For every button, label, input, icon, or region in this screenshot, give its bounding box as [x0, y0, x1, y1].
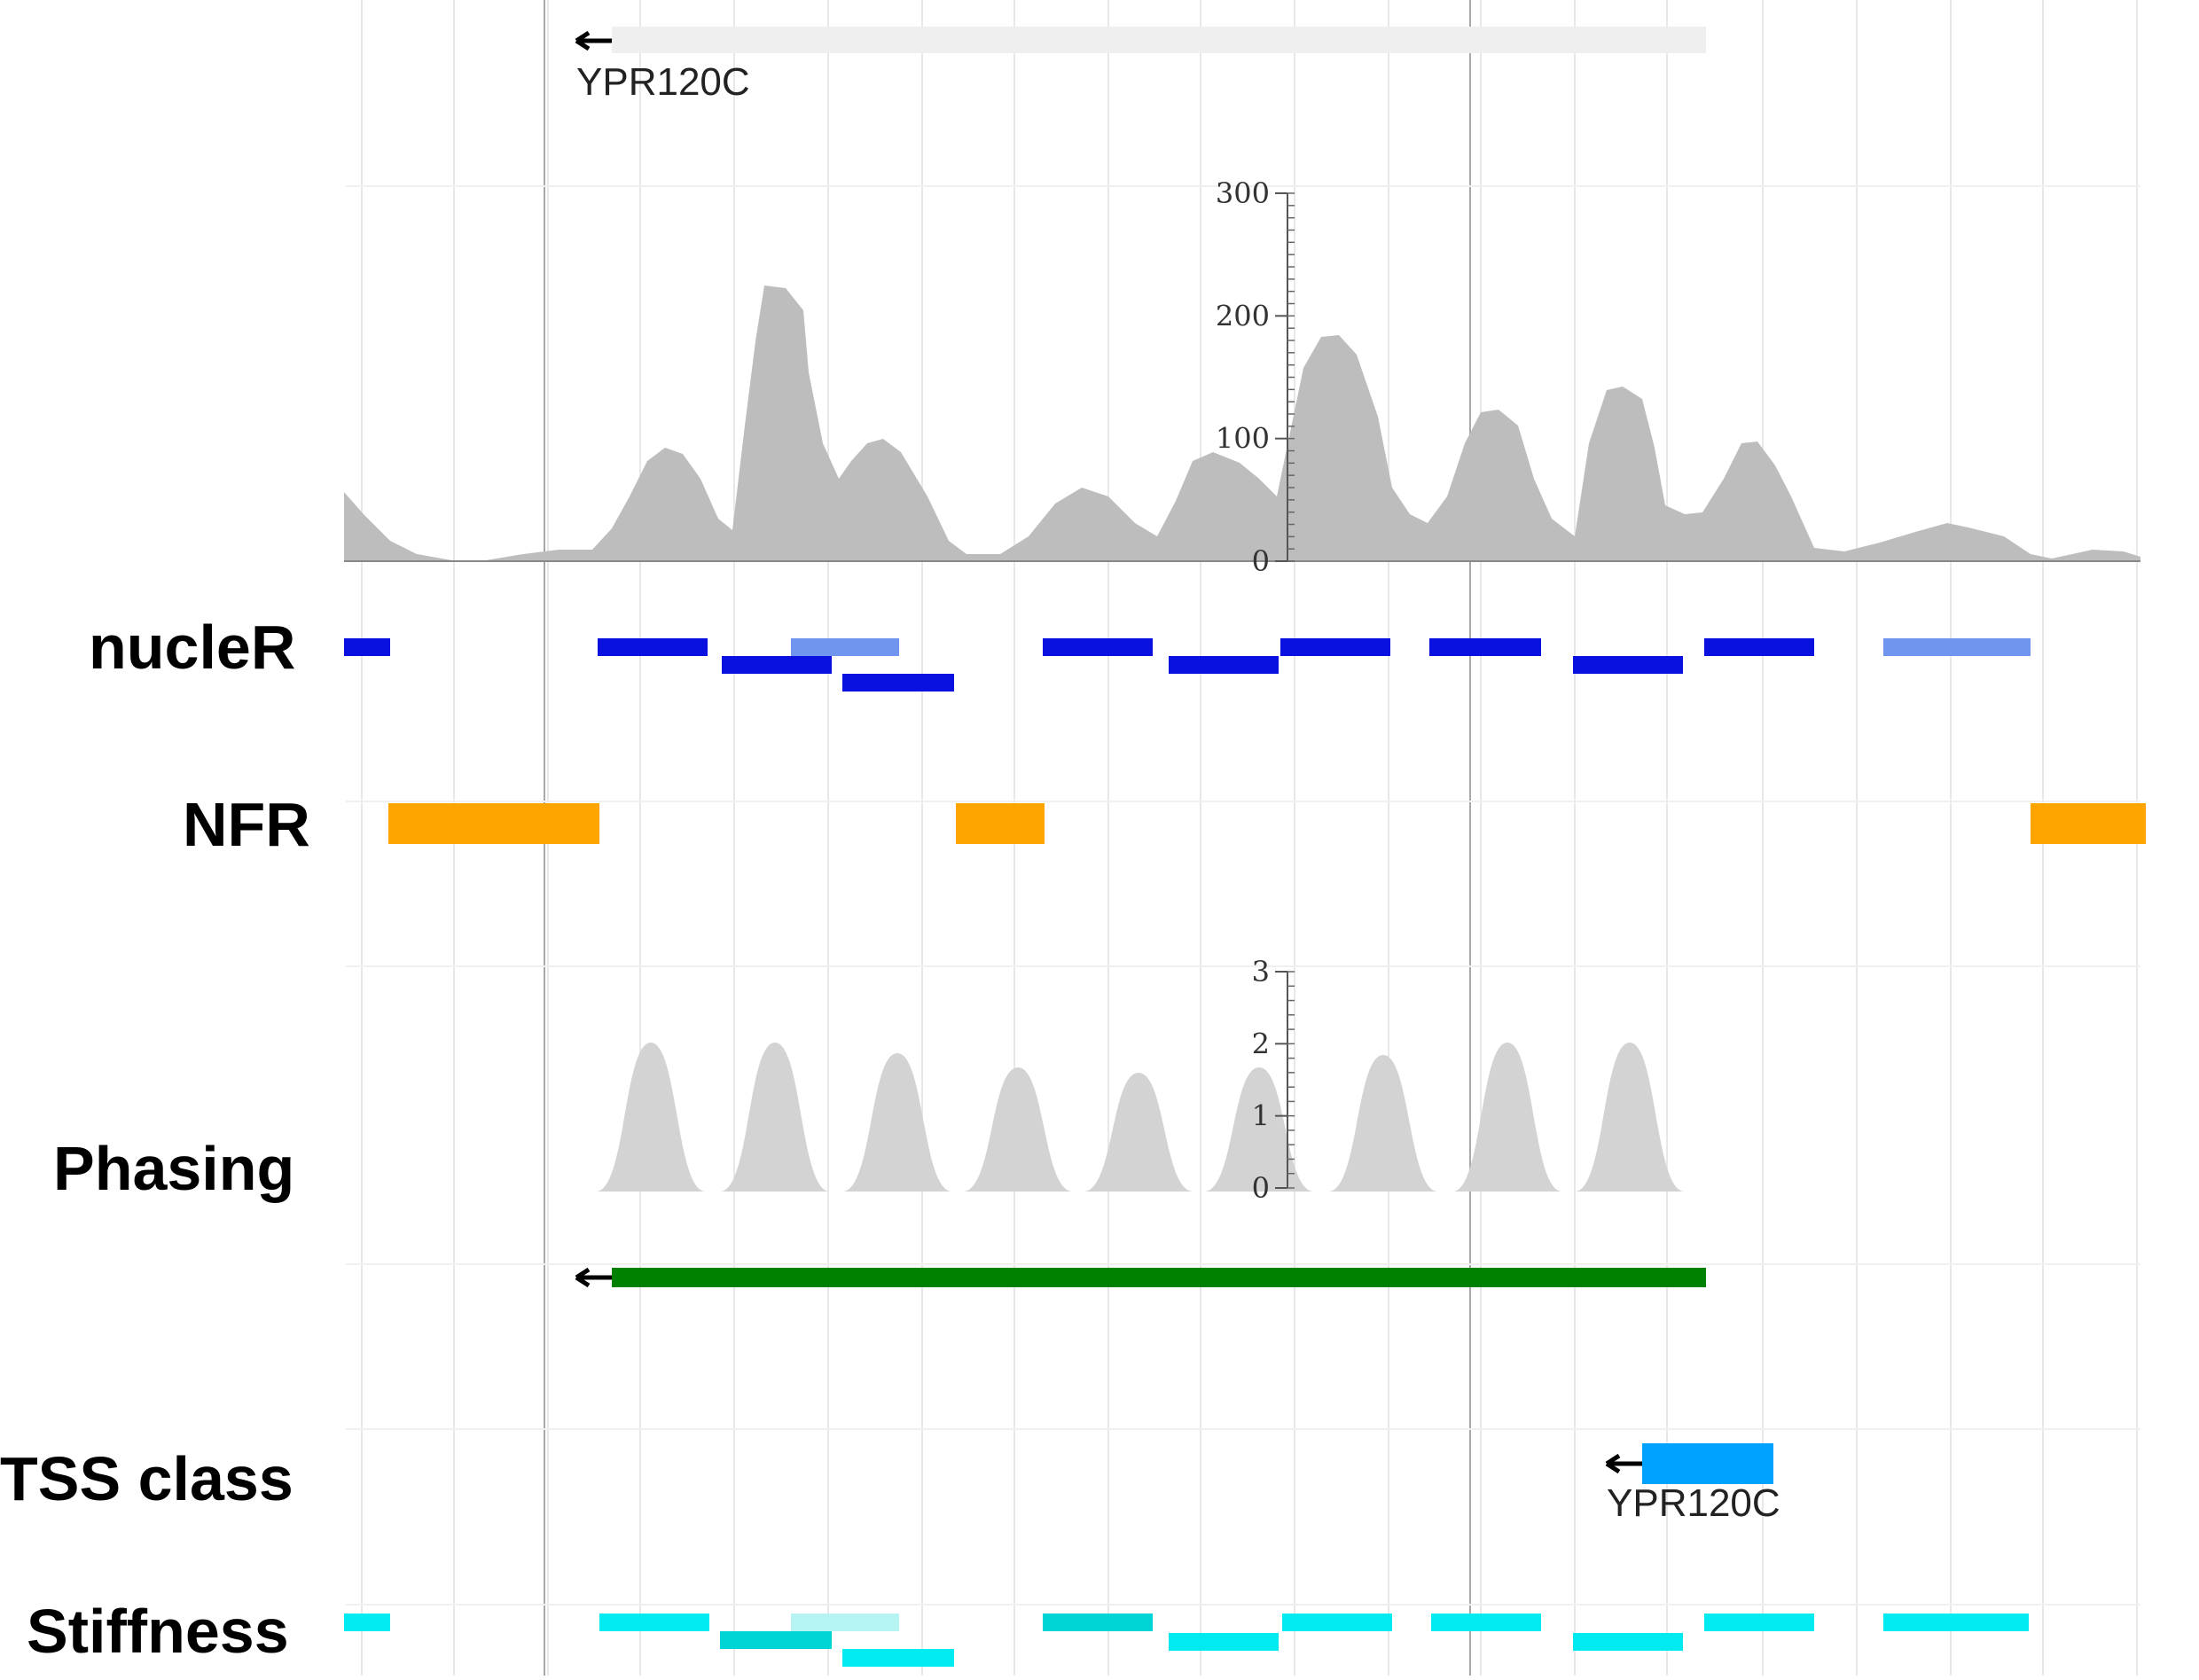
track-label-stiffness: Stiffness [27, 1597, 289, 1666]
arrow-left-icon [575, 30, 612, 51]
nucleosome-call[interactable] [1043, 638, 1153, 656]
axis-tick-label: 200 [1216, 299, 1270, 332]
nfr-region[interactable] [2031, 803, 2146, 844]
phasing-track [596, 1043, 1685, 1192]
nucleosome-call[interactable] [842, 674, 954, 692]
axis-tick-label: 0 [1252, 544, 1270, 578]
gene-feature-bar[interactable] [612, 27, 1706, 53]
arrow-left-icon [1605, 1453, 1642, 1474]
stiffness-bar[interactable] [720, 1631, 832, 1649]
track-label-phasing: Phasing [53, 1134, 295, 1203]
phasing-peak [842, 1053, 952, 1192]
nucleosome-call[interactable] [722, 656, 832, 674]
phasing-peak [596, 1043, 706, 1192]
nucleR-track [344, 638, 2031, 692]
nucleosome-call[interactable] [1883, 638, 2031, 656]
nucleosome-call[interactable] [1169, 656, 1279, 674]
phasing-peak [1575, 1043, 1685, 1192]
nfr-region[interactable] [956, 803, 1045, 844]
tss-track: YPR120C [1605, 1443, 1780, 1525]
gene-label: YPR120C [576, 60, 750, 104]
axis-tick-label: 1 [1252, 1099, 1270, 1133]
stiffness-track [344, 1614, 2029, 1667]
phasing-peak [1084, 1073, 1193, 1192]
gene-model-bar[interactable] [612, 1268, 1706, 1287]
phasing-peak [1328, 1055, 1438, 1192]
stiffness-bar[interactable] [344, 1614, 390, 1631]
phasing-peak [1452, 1043, 1562, 1192]
stiffness-bar[interactable] [1704, 1614, 1814, 1631]
stiffness-bar[interactable] [791, 1614, 899, 1631]
arrow-left-icon [575, 1267, 612, 1288]
tss-feature[interactable] [1642, 1443, 1773, 1484]
stiffness-bar[interactable] [599, 1614, 709, 1631]
nfr-track [388, 803, 2146, 844]
axis-tick-label: 3 [1252, 955, 1270, 988]
stiffness-bar[interactable] [1169, 1633, 1279, 1651]
gene-track: YPR120C [575, 27, 1706, 1288]
nucleosome-call[interactable] [791, 638, 899, 656]
coverage-track [344, 285, 2140, 562]
coverage-axis: 300 200 100 0 [1216, 176, 1295, 578]
axis-tick-label: 100 [1216, 422, 1270, 456]
nucleosome-call[interactable] [598, 638, 708, 656]
nucleosome-call[interactable] [1280, 638, 1390, 656]
nucleosome-call[interactable] [1573, 656, 1683, 674]
phasing-axis: 3 2 1 0 [1252, 955, 1295, 1205]
nucleosome-call[interactable] [344, 638, 390, 656]
nucleosome-call[interactable] [1704, 638, 1814, 656]
axis-tick-label: 300 [1216, 176, 1270, 210]
phasing-peak [720, 1043, 830, 1192]
axis-tick-label: 0 [1252, 1171, 1270, 1205]
phasing-peak [963, 1067, 1073, 1192]
stiffness-bar[interactable] [1573, 1633, 1683, 1651]
stiffness-bar[interactable] [1431, 1614, 1541, 1631]
nucleosome-call[interactable] [1429, 638, 1541, 656]
stiffness-bar[interactable] [1883, 1614, 2029, 1631]
nfr-region[interactable] [388, 803, 599, 844]
coverage-signal-area [344, 285, 2140, 561]
stiffness-bar[interactable] [1043, 1614, 1153, 1631]
stiffness-bar[interactable] [842, 1649, 954, 1667]
track-label-nucleR: nucleR [89, 613, 296, 682]
track-label-tss-class: TSS class [0, 1444, 293, 1513]
tss-gene-label: YPR120C [1607, 1481, 1780, 1525]
grid-lines [346, 0, 2140, 1676]
axis-tick-label: 2 [1252, 1027, 1270, 1060]
stiffness-bar[interactable] [1282, 1614, 1392, 1631]
track-label-nfr: NFR [183, 790, 310, 859]
